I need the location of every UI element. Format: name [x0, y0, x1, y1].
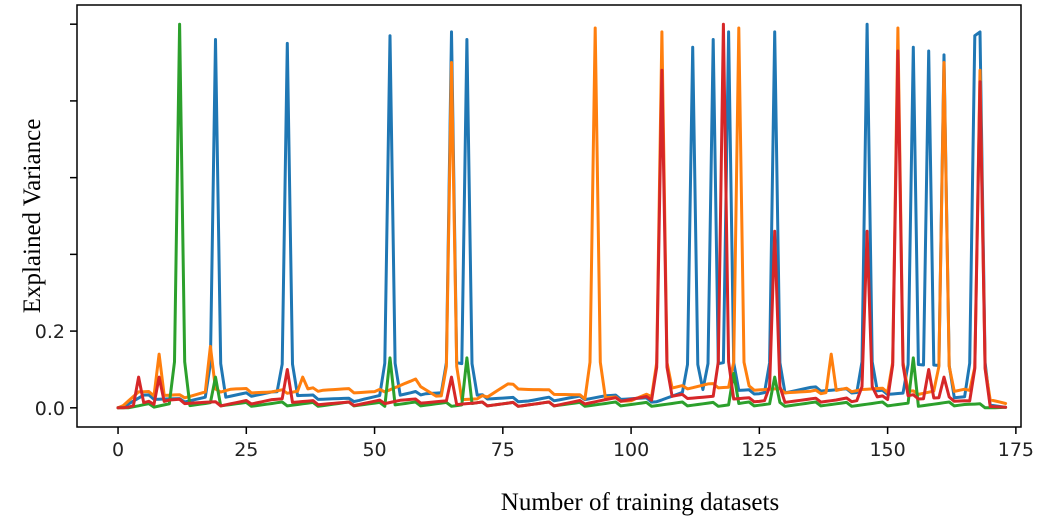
x-tick-label: 100 [613, 439, 649, 461]
series-line-4 [116, 22, 1008, 410]
x-axis-ticks: 0 25 50 75 100 125 150 175 [112, 427, 1034, 461]
x-tick-label: 150 [869, 439, 905, 461]
plot-frame [76, 4, 1022, 428]
x-tick-label: 50 [362, 439, 386, 461]
y-axis-label: Explained Variance [19, 119, 46, 314]
series-line-2 [116, 26, 1008, 410]
x-tick-label: 25 [234, 439, 258, 461]
y-axis-ticks: 0.0 0.2 [35, 23, 77, 420]
y-tick-label: 0.0 [35, 398, 65, 420]
x-axis-label: Number of training datasets [501, 489, 779, 516]
plot-lines [116, 22, 1008, 410]
x-tick-label: 175 [998, 439, 1034, 461]
y-tick-label: 0.2 [35, 321, 65, 343]
x-tick-label: 125 [741, 439, 777, 461]
x-tick-label: 0 [112, 439, 124, 461]
x-tick-label: 75 [491, 439, 515, 461]
